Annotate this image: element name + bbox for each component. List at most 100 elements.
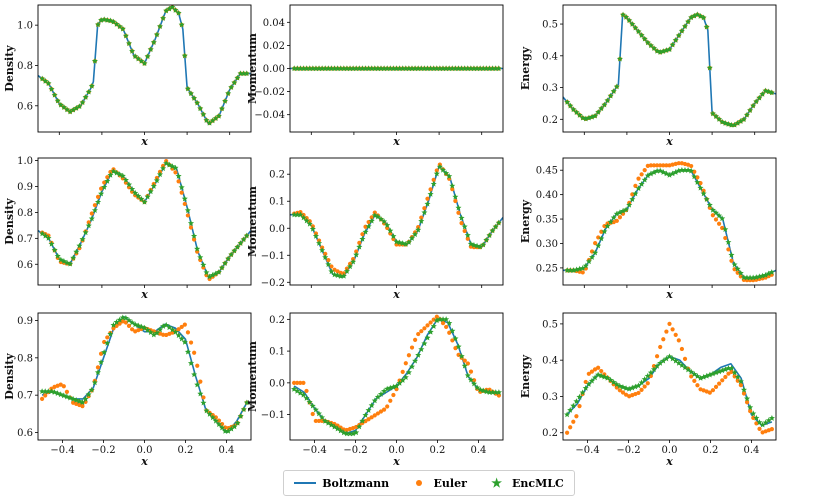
panel-energy-r0c2: 0.2 0.3 0.4 0.5 x Energy bbox=[519, 4, 777, 148]
encmlc-point bbox=[88, 386, 95, 393]
euler-point bbox=[723, 374, 728, 380]
encmlc-point bbox=[91, 379, 98, 386]
euler-point bbox=[92, 203, 98, 208]
y-tick-label: 0.4 bbox=[542, 51, 558, 62]
encmlc-point bbox=[141, 324, 148, 331]
encmlc-point bbox=[632, 190, 639, 197]
y-axis-label: Energy bbox=[519, 354, 532, 398]
encmlc-point bbox=[300, 214, 307, 221]
encmlc-point bbox=[762, 419, 769, 426]
euler-point bbox=[102, 180, 107, 185]
y-tick-label: 0.45 bbox=[536, 166, 558, 177]
encmlc-point bbox=[408, 235, 416, 241]
encmlc-point bbox=[209, 414, 216, 421]
x-axis-label: x bbox=[665, 455, 673, 468]
encmlc-point bbox=[483, 388, 490, 395]
encmlc-point bbox=[91, 207, 98, 213]
series-group bbox=[39, 314, 250, 434]
encmlc-point bbox=[728, 365, 735, 371]
encmlc-point bbox=[669, 41, 676, 48]
encmlc-point bbox=[150, 331, 157, 338]
encmlc-point bbox=[675, 32, 682, 39]
encmlc-point bbox=[700, 190, 707, 197]
y-tick-label: 0.9 bbox=[17, 182, 33, 193]
euler-point bbox=[413, 337, 418, 342]
euler-point bbox=[655, 163, 660, 168]
encmlc-point bbox=[306, 65, 313, 72]
encmlc-point bbox=[616, 209, 623, 216]
euler-point bbox=[431, 177, 436, 183]
encmlc-point bbox=[433, 65, 440, 72]
encmlc-point bbox=[184, 207, 191, 214]
euler-point bbox=[571, 419, 576, 424]
euler-point bbox=[682, 356, 688, 361]
euler-point bbox=[577, 404, 582, 409]
euler-point bbox=[400, 369, 405, 374]
encmlc-point bbox=[340, 272, 347, 279]
euler-point bbox=[219, 421, 225, 427]
encmlc-point bbox=[374, 393, 381, 400]
euler-point bbox=[375, 411, 380, 416]
encmlc-point bbox=[719, 215, 726, 222]
encmlc-point bbox=[346, 430, 353, 437]
legend: Boltzmann Euler ★ EncMLC bbox=[283, 470, 575, 496]
y-axis-label: Energy bbox=[519, 199, 532, 243]
encmlc-point bbox=[436, 316, 443, 322]
encmlc-point bbox=[184, 348, 191, 355]
encmlc-point bbox=[486, 389, 493, 395]
encmlc-point bbox=[316, 240, 323, 246]
encmlc-point bbox=[408, 65, 416, 72]
encmlc-point bbox=[424, 65, 431, 72]
euler-point bbox=[366, 417, 371, 422]
euler-point bbox=[301, 380, 306, 385]
encmlc-point bbox=[334, 272, 341, 279]
euler-point bbox=[664, 329, 669, 334]
encmlc-point bbox=[306, 220, 313, 227]
encmlc-point bbox=[576, 393, 583, 400]
encmlc-point bbox=[141, 60, 148, 67]
euler-point bbox=[633, 183, 638, 188]
x-tick-label: 0.4 bbox=[218, 445, 234, 456]
encmlc-point bbox=[725, 365, 732, 371]
euler-point bbox=[428, 320, 433, 325]
y-tick-label: 0.40 bbox=[536, 190, 558, 201]
encmlc-point bbox=[222, 260, 229, 266]
encmlc-point bbox=[564, 98, 571, 105]
euler-point bbox=[381, 407, 387, 412]
euler-point bbox=[444, 324, 449, 330]
encmlc-point bbox=[570, 106, 577, 113]
euler-point bbox=[182, 322, 187, 327]
encmlc-point bbox=[337, 65, 344, 72]
encmlc-point bbox=[194, 245, 201, 252]
encmlc-point bbox=[76, 242, 83, 249]
euler-point bbox=[695, 383, 700, 388]
encmlc-point bbox=[641, 35, 648, 42]
euler-point bbox=[583, 379, 588, 385]
y-tick-label: 0.04 bbox=[263, 18, 285, 29]
panel-density-r0c0: 0.6 0.8 1.0 x Density bbox=[3, 4, 252, 148]
encmlc-point bbox=[212, 270, 219, 277]
encmlc-point bbox=[697, 184, 704, 191]
panel-energy-r2c2: 0.2 0.3 0.4 0.5 −0.4 −0.2 0.0 0.2 0.4 x Energy bbox=[519, 312, 777, 468]
encmlc-point bbox=[316, 65, 323, 72]
encmlc-point bbox=[85, 222, 92, 229]
panel-density-r1c0: 0.6 0.7 0.8 0.9 1.0 x Density bbox=[3, 156, 252, 301]
encmlc-point bbox=[147, 329, 154, 336]
encmlc-point bbox=[54, 97, 61, 104]
encmlc-point bbox=[228, 84, 235, 90]
encmlc-point bbox=[576, 111, 583, 118]
euler-point bbox=[596, 235, 601, 240]
encmlc-point bbox=[492, 65, 499, 72]
y-tick-label: 0.6 bbox=[17, 101, 33, 112]
encmlc-point bbox=[681, 167, 689, 173]
encmlc-point bbox=[436, 65, 443, 72]
encmlc-point bbox=[691, 173, 698, 180]
y-tick-label: 0.2 bbox=[542, 428, 558, 439]
encmlc-point bbox=[492, 389, 499, 395]
euler-point bbox=[599, 368, 604, 374]
encmlc-point bbox=[203, 269, 210, 276]
encmlc-point bbox=[759, 90, 766, 97]
encmlc-point bbox=[54, 252, 61, 259]
encmlc-point bbox=[119, 314, 126, 321]
encmlc-point bbox=[160, 165, 167, 172]
